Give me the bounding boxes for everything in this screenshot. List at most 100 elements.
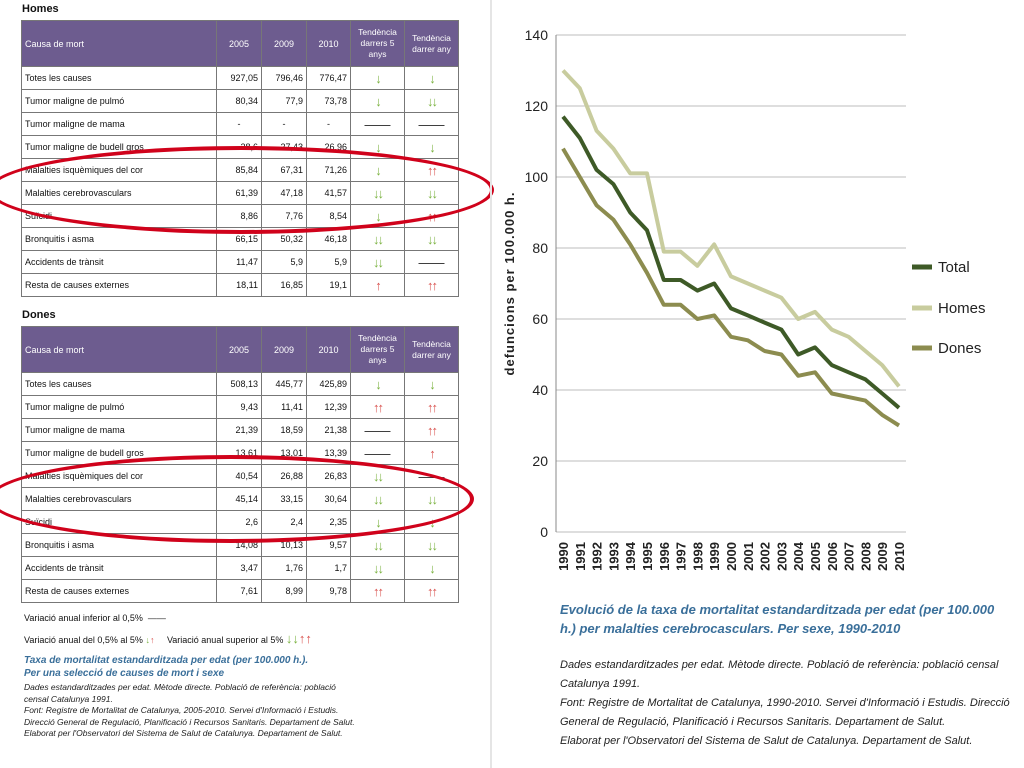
value-2010: 73,78	[306, 89, 351, 113]
header-2010: 2010	[306, 326, 351, 373]
y-tick-label: 60	[532, 311, 548, 327]
series-line-homes	[561, 69, 901, 388]
trend-5y-cell: ——	[350, 112, 405, 136]
left-caption-notes: Dades estandarditzades per edat. Mètode …	[24, 682, 355, 740]
value-2009: 13,01	[261, 441, 307, 465]
value-2005: 13,61	[216, 441, 262, 465]
trend-5y-cell: ↓↓	[350, 487, 405, 511]
cause-cell: Suïcidi	[21, 510, 217, 534]
value-2010: 1,7	[306, 556, 351, 580]
cause-cell: Suïcidi	[21, 204, 217, 228]
table-row: Malalties isquèmiques del cor 85,84 67,31 7…	[21, 158, 459, 182]
trend-5y-cell: ——	[350, 441, 405, 465]
arrow-down-icon: ↓	[429, 70, 435, 86]
arrow-down-icon: ↓	[375, 162, 381, 178]
double-arrow-down-icon: ↓↓	[427, 185, 438, 201]
value-2005: 45,14	[216, 487, 262, 511]
y-tick-label: 100	[525, 169, 549, 185]
trend-1y-cell: ↓	[404, 372, 459, 396]
value-2010: 2,35	[306, 510, 351, 534]
header-trend-1y: Tendència darrer any	[404, 326, 459, 373]
trend-5y-cell: ↓↓	[350, 181, 405, 205]
left-note-4: Direcció General de Regulació, Planifica…	[24, 716, 355, 727]
arrow-up-icon: ↑	[429, 445, 435, 461]
table-row: Accidents de trànsit 11,47 5,9 5,9 ↓↓ ——	[21, 250, 459, 274]
value-2005: -	[216, 112, 262, 136]
value-2009: 7,76	[261, 204, 307, 228]
x-tick-label: 2004	[791, 541, 806, 571]
trend-5y-cell: ↓	[350, 510, 405, 534]
y-tick-label: 80	[532, 240, 548, 256]
series-line-dones	[561, 147, 901, 428]
cause-cell: Malalties cerebrovasculars	[21, 181, 217, 205]
value-2010: -	[306, 112, 351, 136]
double-arrow-down-icon: ↓↓	[427, 537, 438, 553]
x-tick-label: 2006	[825, 542, 840, 571]
legend-label-homes: Homes	[938, 300, 986, 317]
chart-caption-notes: Dades estandarditzades per edat. Mètode …	[560, 656, 1020, 751]
value-2010: 26,96	[306, 135, 351, 159]
arrow-down-icon: ↓	[375, 208, 381, 224]
double-arrow-down-icon: ↓↓	[373, 560, 384, 576]
value-2005: 508,13	[216, 372, 262, 396]
cause-cell: Bronquitis i asma	[21, 533, 217, 557]
value-2010: 30,64	[306, 487, 351, 511]
left-note-1: Dades estandarditzades per edat. Mètode …	[24, 682, 336, 692]
cause-cell: Malalties cerebrovasculars	[21, 487, 217, 511]
flat-line-icon: ——	[145, 613, 166, 623]
x-tick-label: 2001	[741, 542, 756, 571]
value-2010: 12,39	[306, 395, 351, 419]
flat-line-icon: ——	[418, 254, 445, 270]
header-2010: 2010	[306, 20, 351, 67]
arrow-down-icon: ↓	[375, 93, 381, 109]
table-row: Malalties isquèmiques del cor 40,54 26,88 2…	[21, 464, 459, 488]
value-2009: 26,88	[261, 464, 307, 488]
value-2010: 41,57	[306, 181, 351, 205]
left-caption-title-line2: Per una selecció de causes de mort i sex…	[24, 668, 225, 679]
x-tick-label: 2005	[808, 542, 823, 571]
arrow-down-icon: ↓	[429, 139, 435, 155]
cause-cell: Totes les causes	[21, 372, 217, 396]
x-tick-label: 1997	[674, 542, 689, 571]
value-2005: 14,08	[216, 533, 262, 557]
x-tick-label: 1998	[690, 542, 705, 571]
cause-cell: Accidents de trànsit	[21, 250, 217, 274]
trend-5y-cell: ↑↑	[350, 579, 405, 603]
header-cause: Causa de mort	[21, 20, 217, 67]
trend-5y-cell: ↓	[350, 135, 405, 159]
value-2009: 10,13	[261, 533, 307, 557]
value-2009: 27,43	[261, 135, 307, 159]
value-2010: 9,57	[306, 533, 351, 557]
y-tick-label: 40	[532, 382, 548, 398]
cause-cell: Totes les causes	[21, 66, 217, 90]
flat-line-icon: ——	[364, 445, 391, 461]
trend-1y-cell: ↑↑	[404, 395, 459, 419]
trend-5y-cell: ↑	[350, 273, 405, 297]
table-row: Malalties cerebrovasculars 45,14 33,15 30,6…	[21, 487, 459, 511]
trend-1y-cell: ——	[404, 112, 459, 136]
trend-1y-cell: ↓	[404, 66, 459, 90]
legend-label-total: Total	[938, 259, 970, 276]
table-row: Tumor maligne de pulmó 80,34 77,9 73,78 ↓ ↓↓	[21, 89, 459, 113]
dones-table: Causa de mort 2005 2009 2010 Tendència d…	[21, 326, 459, 603]
trend-1y-cell: ↑↑	[404, 579, 459, 603]
x-tick-label: 1992	[590, 542, 605, 571]
flat-line-icon: ——	[418, 468, 445, 484]
trend-5y-cell: ↓	[350, 372, 405, 396]
table-row: Bronquitis i asma 14,08 10,13 9,57 ↓↓ ↓↓	[21, 533, 459, 557]
flat-line-icon: ——	[364, 422, 391, 438]
table-row: Accidents de trànsit 3,47 1,76 1,7 ↓↓ ↓	[21, 556, 459, 580]
cause-cell: Malalties isquèmiques del cor	[21, 158, 217, 182]
trend-5y-cell: ↓	[350, 66, 405, 90]
double-arrow-up-icon: ↑↑	[373, 583, 384, 599]
arrow-down-icon: ↓	[375, 70, 381, 86]
value-2009: 2,4	[261, 510, 307, 534]
cause-cell: Tumor maligne de pulmó	[21, 89, 217, 113]
table-row: Tumor maligne de mama 21,39 18,59 21,38 —— ↑↑	[21, 418, 459, 442]
legend-moderate: Variació anual del 0,5% al 5% ↓↑ Variaci…	[24, 631, 312, 646]
legend-label-dones: Dones	[938, 340, 981, 357]
table-row: Tumor maligne de budell gros 28,6 27,43 26,…	[21, 135, 459, 159]
header-2005: 2005	[216, 326, 262, 373]
cause-cell: Tumor maligne de budell gros	[21, 441, 217, 465]
table-row: Malalties cerebrovasculars 61,39 47,18 41,5…	[21, 181, 459, 205]
